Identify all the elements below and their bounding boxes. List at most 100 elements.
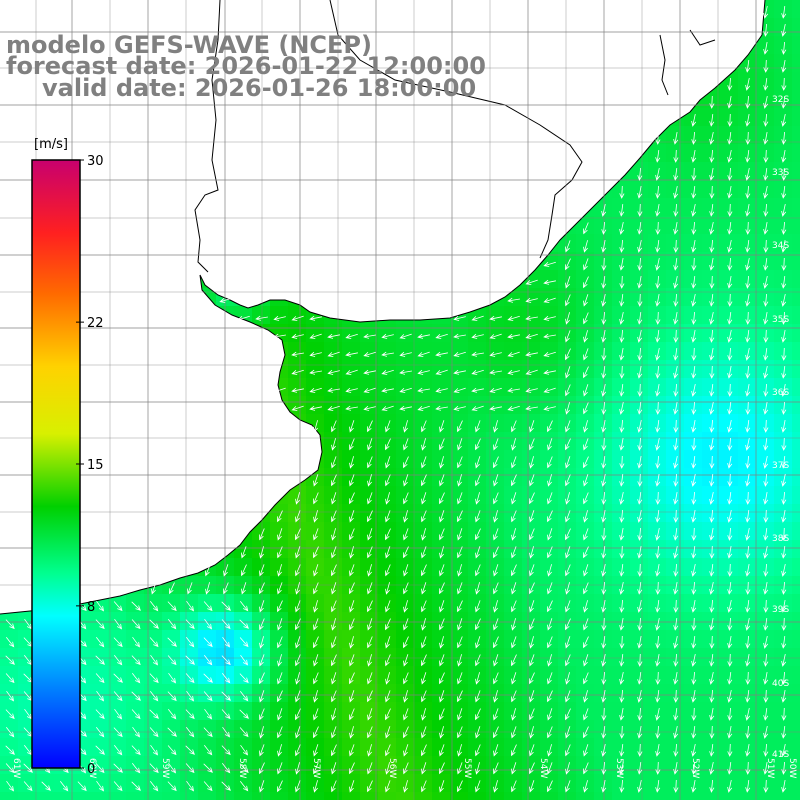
wind-arrow <box>511 546 517 559</box>
wind-arrow <box>277 762 283 775</box>
wind-arrow <box>619 348 625 361</box>
wind-arrow <box>745 114 751 127</box>
wind-arrow <box>291 315 304 321</box>
wind-arrow <box>763 509 769 523</box>
wind-arrow <box>727 77 733 91</box>
wind-arrow <box>349 690 355 703</box>
wind-arrow <box>221 745 231 756</box>
wind-arrow <box>367 456 373 469</box>
wind-arrow <box>331 780 337 793</box>
wind-arrow <box>475 492 481 505</box>
wind-arrow <box>5 655 15 665</box>
wind-arrow <box>691 780 697 793</box>
lon-label: 52W <box>690 758 700 778</box>
wind-arrow <box>691 654 697 667</box>
wind-arrow <box>313 420 319 433</box>
wind-arrow <box>781 707 787 721</box>
wind-arrow <box>149 673 159 684</box>
wind-arrow <box>331 420 337 433</box>
wind-arrow <box>619 204 625 217</box>
wind-arrow <box>565 384 571 397</box>
wind-arrow <box>439 546 445 559</box>
wind-arrow <box>709 185 715 199</box>
wind-arrow <box>41 781 51 791</box>
wind-arrow <box>221 619 231 630</box>
wind-arrow <box>309 405 322 411</box>
wind-arrow <box>601 636 607 649</box>
wind-arrow <box>331 672 337 685</box>
wind-arrow <box>655 221 661 235</box>
wind-arrow <box>95 655 105 665</box>
wind-arrow <box>475 744 481 757</box>
wind-arrow <box>673 293 679 307</box>
wind-arrow <box>167 727 177 737</box>
wind-arrow <box>493 474 499 487</box>
wind-arrow <box>95 727 105 738</box>
wind-arrow <box>565 312 571 325</box>
wind-arrow <box>547 672 553 685</box>
wind-arrow <box>471 405 484 411</box>
wind-arrow <box>349 564 355 577</box>
wind-arrow <box>367 690 373 703</box>
wind-arrow <box>637 383 643 397</box>
wind-arrow <box>291 405 304 411</box>
wind-arrow <box>439 510 445 523</box>
wind-arrow <box>655 600 661 613</box>
wind-arrow <box>547 564 553 577</box>
wind-arrow <box>453 315 466 321</box>
wind-arrow <box>709 725 715 739</box>
wind-arrow <box>655 240 661 253</box>
wind-arrow <box>457 672 463 685</box>
wind-arrow <box>691 600 697 613</box>
wind-arrow <box>96 600 105 612</box>
wind-arrow <box>691 510 697 523</box>
wind-arrow <box>457 618 463 631</box>
wind-arrow <box>763 239 769 253</box>
wind-arrow <box>637 420 643 433</box>
wind-arrow <box>781 564 787 577</box>
wind-arrow <box>489 315 502 321</box>
wind-arrow <box>349 726 355 739</box>
wind-arrow <box>259 654 265 667</box>
lat-label: 34S <box>772 241 789 251</box>
wind-arrow <box>565 672 571 685</box>
wind-arrow <box>529 744 535 757</box>
wind-arrow <box>727 330 733 343</box>
wind-arrow <box>277 582 283 595</box>
wind-arrow <box>403 654 409 667</box>
wind-arrow <box>709 545 715 559</box>
wind-arrow <box>673 438 679 451</box>
wind-arrow <box>417 369 430 375</box>
wind-arrow <box>167 691 177 702</box>
wind-arrow <box>745 60 751 73</box>
wind-arrow <box>453 387 466 393</box>
wind-arrow <box>223 564 229 577</box>
wind-arrow <box>385 708 391 721</box>
wind-arrow <box>132 636 141 648</box>
wind-arrow <box>453 333 466 339</box>
wind-arrow <box>349 780 355 793</box>
wind-arrow <box>583 780 589 793</box>
wind-arrow <box>655 528 661 541</box>
wind-arrow <box>781 24 787 37</box>
wind-arrow <box>277 564 283 577</box>
wind-arrow <box>23 763 33 773</box>
wind-arrow <box>259 744 265 757</box>
wind-arrow <box>637 186 643 199</box>
wind-arrow <box>763 293 769 307</box>
wind-arrow <box>673 689 679 703</box>
wind-arrow <box>763 546 769 559</box>
wind-arrow <box>313 690 319 703</box>
wind-arrow <box>149 781 159 792</box>
wind-arrow <box>367 474 373 487</box>
wind-arrow <box>637 743 643 757</box>
wind-arrow <box>313 528 319 541</box>
wind-arrow <box>435 333 448 339</box>
wind-arrow <box>511 690 517 703</box>
wind-arrow <box>385 690 391 703</box>
wind-arrow <box>565 330 571 343</box>
wind-arrow <box>203 745 213 756</box>
wind-arrow <box>363 351 376 357</box>
wind-arrow <box>5 727 15 738</box>
wind-arrow <box>221 655 231 666</box>
